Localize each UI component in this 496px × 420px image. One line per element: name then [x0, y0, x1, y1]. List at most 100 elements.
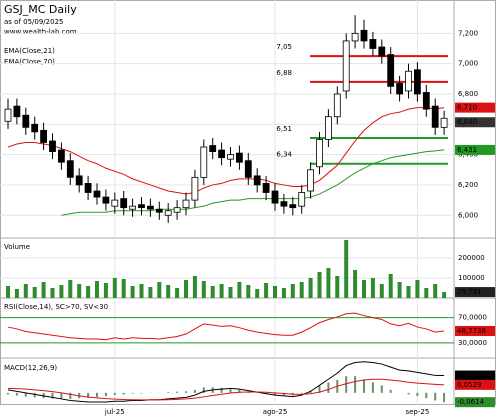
candle-body	[4, 108, 12, 122]
last-value-label: -0,0614	[457, 398, 485, 406]
volume-bar	[148, 287, 153, 298]
candle-body	[40, 129, 47, 143]
macd-histogram	[51, 392, 54, 399]
candle-body	[342, 40, 350, 92]
macd-histogram	[380, 385, 383, 393]
y-tick-label: 200000	[458, 254, 485, 262]
volume-bar	[299, 282, 304, 298]
volume-bar	[184, 280, 188, 298]
chart-subtitle: as of 05/09/2025	[4, 18, 63, 26]
candle-body	[93, 190, 101, 198]
last-value-label: 6,431	[457, 146, 477, 154]
macd-histogram	[167, 392, 170, 393]
macd-histogram	[300, 392, 303, 394]
volume-bar	[23, 284, 28, 298]
macd-histogram	[122, 392, 125, 395]
candle-body	[235, 152, 243, 163]
volume-bar	[121, 279, 126, 298]
volume-bar	[86, 286, 91, 298]
volume-bar	[264, 283, 269, 298]
candle-body	[378, 46, 386, 57]
macd-histogram	[425, 392, 428, 399]
y-tick-label: 6,800	[458, 90, 478, 98]
volume-bar	[68, 280, 73, 298]
ema-line	[7, 107, 445, 195]
candle-body	[307, 169, 315, 192]
candle-body	[200, 146, 208, 178]
candle-body	[431, 105, 439, 128]
volume-bar	[424, 288, 429, 298]
last-value-box	[455, 144, 495, 155]
last-value-label: 0,0529	[457, 381, 482, 389]
macd-histogram	[238, 389, 241, 393]
volume-bar	[370, 278, 375, 298]
macd-histogram	[220, 387, 223, 393]
volume-bar	[210, 286, 215, 298]
candle-body	[129, 205, 137, 210]
macd-histogram	[327, 382, 330, 393]
volume-bar	[139, 284, 144, 298]
macd-histogram	[354, 376, 357, 393]
x-tick-label: ago-25	[263, 408, 288, 416]
volume-bar	[14, 289, 19, 298]
macd-histogram	[33, 392, 36, 398]
legend-entry: EMA(Close,21)	[4, 47, 55, 55]
volume-bar	[362, 280, 366, 298]
last-value-label: 6,710	[457, 104, 477, 112]
candle-body	[138, 204, 145, 209]
volume-bar	[273, 286, 277, 298]
macd-histogram	[318, 386, 321, 393]
panel-title: RSI(Close,14), SC>70, SV<30	[4, 303, 108, 311]
macd-histogram	[443, 392, 446, 403]
volume-bar	[344, 240, 349, 298]
candle-body	[280, 201, 288, 207]
macd-line	[7, 361, 445, 403]
macd-histogram	[363, 379, 365, 393]
ema-line	[61, 149, 445, 216]
volume-bar	[290, 284, 295, 298]
volume-bar	[6, 286, 10, 298]
volume-bar	[442, 292, 447, 298]
candle-body	[396, 82, 404, 95]
candle-body	[31, 123, 39, 133]
y-tick-label: 100000	[458, 274, 485, 282]
macd-histogram	[274, 392, 276, 396]
macd-histogram	[69, 392, 72, 399]
macd-histogram	[24, 392, 27, 397]
macd-histogram	[416, 392, 419, 396]
macd-histogram	[202, 387, 205, 393]
y-tick-label: 7,200	[458, 29, 478, 37]
y-tick-label: 6,000	[458, 211, 478, 219]
macd-histogram	[87, 392, 90, 398]
last-value-box	[455, 379, 495, 390]
macd-histogram	[140, 392, 143, 394]
macd-histogram	[193, 389, 196, 393]
candle-body	[422, 92, 430, 110]
volume-bar	[415, 280, 420, 298]
candle-body	[298, 192, 306, 207]
macd-histogram	[176, 391, 179, 393]
y-tick-label: 7,000	[458, 60, 478, 68]
macd-histogram	[407, 392, 410, 395]
volume-bar	[130, 286, 135, 298]
volume-bar	[103, 283, 108, 298]
legend-entry: EMA(Close,70)	[4, 58, 55, 66]
volume-bar	[77, 284, 82, 298]
candle-body	[49, 140, 56, 152]
volume-bar	[166, 285, 171, 298]
last-value-label: 6,640	[457, 118, 477, 126]
volume-bar	[388, 274, 393, 298]
x-tick-label: sep-25	[405, 408, 429, 416]
volume-bar	[353, 270, 358, 298]
macd-histogram	[282, 392, 285, 396]
last-value-label: 29,731	[457, 288, 482, 296]
candle-body	[164, 210, 172, 216]
frame	[0, 0, 496, 405]
candle-body	[66, 160, 74, 178]
candle-body	[218, 149, 226, 159]
candle-body	[333, 93, 341, 118]
volume-bar	[379, 284, 384, 298]
macd-histogram	[229, 388, 232, 393]
macd-histogram	[7, 392, 9, 395]
